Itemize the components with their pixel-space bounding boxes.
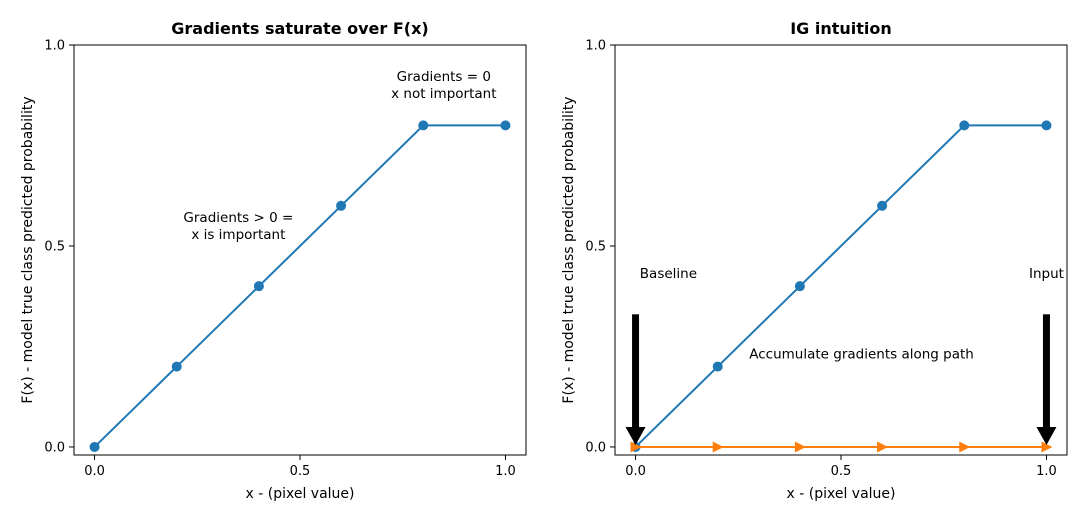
input-arrow bbox=[1036, 314, 1057, 445]
x-axis-label: x - (pixel value) bbox=[787, 486, 896, 502]
x-tick-label: 0.5 bbox=[290, 464, 311, 479]
chart-panel-1: 0.0 0.5 1.0 0.0 0.5 1.0 Gradients saturate ove… bbox=[20, 19, 527, 502]
x-tick-label: 1.0 bbox=[495, 464, 516, 479]
y-tick-label: 1.0 bbox=[585, 39, 606, 54]
data-point bbox=[1041, 120, 1052, 131]
annotation-text: Input bbox=[1029, 266, 1064, 282]
axes-frame bbox=[73, 44, 527, 456]
x-tick-label: 0.5 bbox=[831, 464, 852, 479]
y-tick-label: 0.0 bbox=[585, 440, 606, 455]
data-point bbox=[336, 200, 347, 211]
x-axis-label: x - (pixel value) bbox=[246, 486, 355, 502]
data-point bbox=[500, 120, 511, 131]
data-point bbox=[253, 281, 264, 292]
data-point bbox=[877, 200, 888, 211]
data-point bbox=[630, 441, 642, 453]
data-point bbox=[877, 441, 889, 453]
chart-title: Gradients saturate over F(x) bbox=[171, 19, 428, 38]
chart-panel-2: 0.0 0.5 1.0 0.0 0.5 1.0 IG intuition x - (pixel… bbox=[561, 19, 1068, 502]
annotation-text: Accumulate gradients along path bbox=[749, 347, 974, 363]
annotation-text: x not important bbox=[391, 86, 496, 102]
y-tick-label: 0.5 bbox=[44, 239, 65, 254]
x-tick-label: 0.0 bbox=[625, 464, 646, 479]
axes-frame bbox=[614, 44, 1068, 456]
baseline-arrow bbox=[625, 314, 646, 445]
x-tick-label: 0.0 bbox=[84, 464, 105, 479]
data-point bbox=[1041, 441, 1053, 453]
data-point bbox=[959, 441, 971, 453]
series-line bbox=[634, 124, 1047, 448]
annotation-text: Gradients = 0 bbox=[397, 69, 491, 85]
y-tick-label: 0.5 bbox=[585, 239, 606, 254]
series-line bbox=[93, 124, 506, 448]
annotation-text: x is important bbox=[191, 227, 285, 243]
y-axis-label: F(x) - model true class predicted probab… bbox=[561, 96, 577, 403]
data-point bbox=[794, 441, 806, 453]
annotation-text: Baseline bbox=[640, 266, 697, 282]
data-point bbox=[171, 361, 182, 372]
data-point bbox=[712, 441, 724, 453]
data-point bbox=[712, 361, 723, 372]
x-tick-label: 1.0 bbox=[1036, 464, 1057, 479]
y-axis-label: F(x) - model true class predicted probab… bbox=[20, 96, 36, 403]
data-point bbox=[959, 120, 970, 131]
chart-title: IG intuition bbox=[790, 19, 892, 38]
data-point bbox=[89, 441, 100, 452]
annotation-text: Gradients > 0 = bbox=[183, 210, 293, 226]
y-tick-label: 0.0 bbox=[44, 440, 65, 455]
y-tick-label: 1.0 bbox=[44, 39, 65, 54]
data-point bbox=[794, 281, 805, 292]
data-point bbox=[418, 120, 429, 131]
